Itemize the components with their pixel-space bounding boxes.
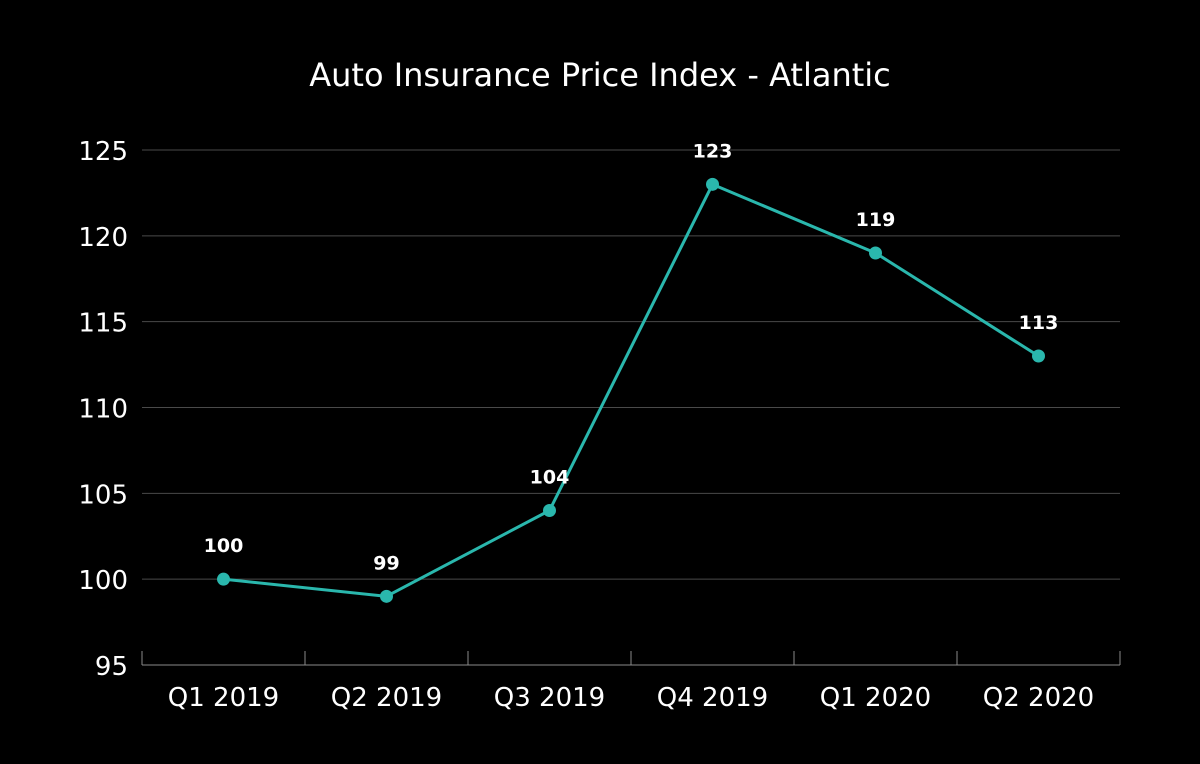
data-label: 99 xyxy=(373,552,399,574)
data-label: 119 xyxy=(856,209,896,231)
x-tick-label: Q2 2020 xyxy=(983,683,1094,713)
series-line-group xyxy=(223,182,1040,598)
x-tick-label: Q3 2019 xyxy=(494,683,605,713)
x-tick-label: Q1 2019 xyxy=(168,683,279,713)
y-tick-label: 120 xyxy=(78,223,128,253)
series-line xyxy=(223,182,1040,598)
data-label: 104 xyxy=(530,467,570,489)
data-point xyxy=(543,504,556,517)
x-tick-label: Q1 2020 xyxy=(820,683,931,713)
data-label: 100 xyxy=(204,535,244,557)
data-point xyxy=(380,589,393,603)
y-tick-label: 125 xyxy=(78,137,128,167)
gridlines xyxy=(142,149,1120,580)
y-tick-label: 95 xyxy=(95,652,128,682)
y-tick-label: 110 xyxy=(78,395,128,425)
chart-title: Auto Insurance Price Index - Atlantic xyxy=(309,56,891,94)
x-tick-label: Q4 2019 xyxy=(657,683,768,713)
y-tick-label: 115 xyxy=(78,309,128,339)
x-tick-label: Q2 2019 xyxy=(331,683,442,713)
x-axis xyxy=(141,651,1121,666)
y-axis-tick-labels: 95 100 105 110 115 120 125 xyxy=(78,137,128,682)
y-tick-label: 105 xyxy=(78,480,128,510)
data-point xyxy=(1032,349,1045,363)
data-point-markers xyxy=(217,177,1045,603)
data-labels: 100 99 104 123 119 113 xyxy=(204,140,1059,574)
data-label: 123 xyxy=(693,140,733,162)
data-label: 113 xyxy=(1019,312,1059,334)
data-point xyxy=(869,246,882,260)
y-tick-label: 100 xyxy=(78,566,128,596)
data-point xyxy=(706,177,719,191)
x-axis-tick-labels: Q1 2019 Q2 2019 Q3 2019 Q4 2019 Q1 2020 Q2 20… xyxy=(168,683,1094,713)
data-point xyxy=(217,572,230,586)
